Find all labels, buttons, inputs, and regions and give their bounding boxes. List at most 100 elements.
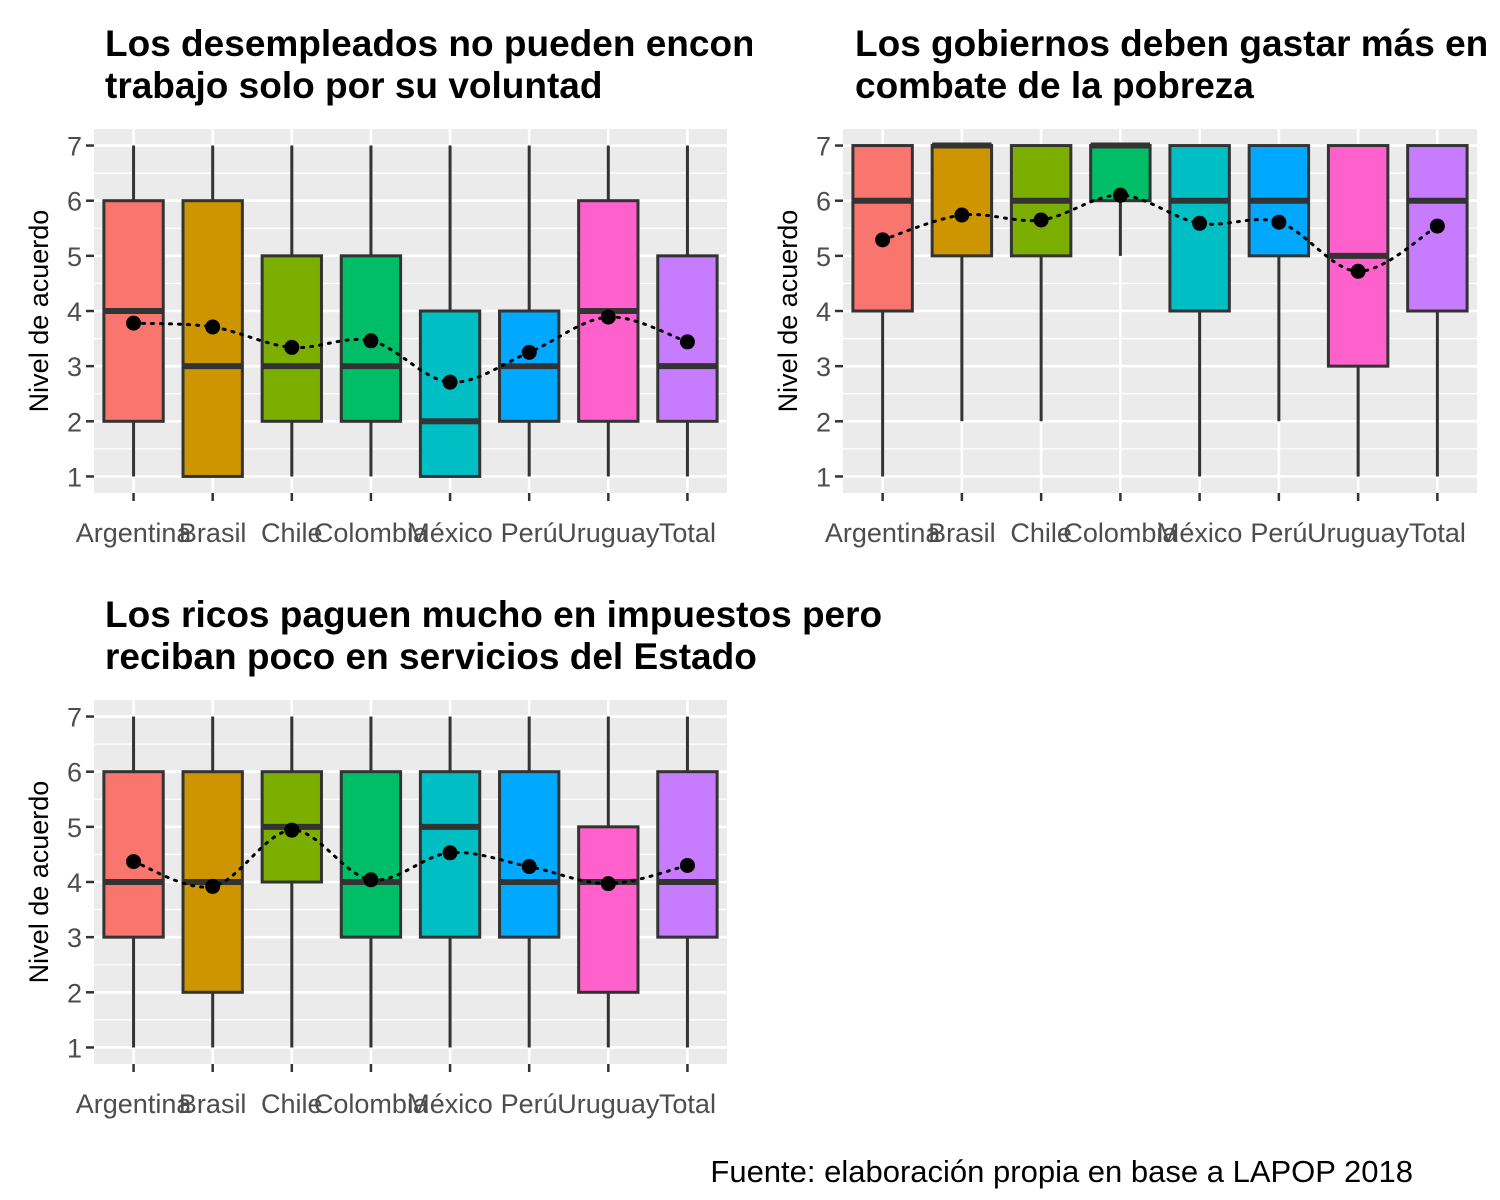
box-body bbox=[260, 254, 323, 423]
x-tick-label-peru: Perú bbox=[1250, 518, 1307, 548]
x-tick-label-uruguay: Uruguay bbox=[557, 518, 660, 548]
box-chile bbox=[260, 145, 323, 477]
x-tick-label-chile: Chile bbox=[261, 1089, 323, 1119]
x-tick-label-chile: Chile bbox=[1010, 518, 1072, 548]
y-tick-label: 6 bbox=[816, 187, 831, 217]
panel-title-line: Los gobiernos deben gastar más en bbox=[855, 23, 1488, 64]
box-brasil bbox=[181, 145, 244, 478]
box-body bbox=[498, 770, 561, 939]
box-peru bbox=[498, 145, 561, 477]
box-chile bbox=[1009, 144, 1073, 422]
x-tick-label-argentina: Argentina bbox=[76, 518, 193, 548]
y-tick-label: 3 bbox=[67, 352, 82, 382]
y-tick-label: 1 bbox=[67, 462, 82, 492]
box-argentina bbox=[102, 145, 165, 477]
y-tick-label: 7 bbox=[67, 132, 82, 162]
mean-point-total bbox=[1429, 218, 1445, 234]
box-body bbox=[418, 309, 482, 478]
mean-point-brasil bbox=[205, 319, 221, 335]
mean-point-uruguay bbox=[600, 309, 616, 325]
mean-line bbox=[132, 828, 689, 889]
box-body bbox=[930, 144, 994, 258]
box-colombia bbox=[339, 716, 403, 1048]
box-uruguay bbox=[1326, 144, 1390, 477]
mean-point-mexico bbox=[442, 374, 458, 390]
y-tick-label: 2 bbox=[816, 407, 831, 437]
y-tick-label: 5 bbox=[816, 242, 831, 272]
mean-point-colombia bbox=[363, 333, 379, 349]
y-axis-title: Nivel de acuerdo bbox=[773, 210, 803, 413]
y-tick-label: 2 bbox=[67, 978, 82, 1008]
x-tick-label-argentina: Argentina bbox=[76, 1089, 193, 1119]
mean-point-colombia bbox=[1112, 187, 1128, 203]
box-body bbox=[577, 825, 640, 994]
y-tick-label: 3 bbox=[816, 352, 831, 382]
x-tick-label-uruguay: Uruguay bbox=[1307, 518, 1410, 548]
box-argentina bbox=[851, 144, 914, 477]
mean-point-argentina bbox=[126, 854, 142, 870]
x-tick-label-colombia: Colombia bbox=[314, 518, 429, 548]
source-caption: Fuente: elaboración propia en base a LAP… bbox=[710, 1154, 1413, 1189]
x-tick-label-mexico: México bbox=[1157, 518, 1243, 548]
mean-point-chile bbox=[1033, 212, 1049, 228]
box-peru bbox=[498, 716, 561, 1048]
box-body bbox=[851, 144, 914, 313]
x-tick-label-brasil: Brasil bbox=[928, 518, 996, 548]
mean-point-chile bbox=[284, 822, 300, 838]
x-tick-label-colombia: Colombia bbox=[1063, 518, 1178, 548]
mean-point-argentina bbox=[875, 232, 891, 248]
y-tick-label: 5 bbox=[67, 813, 82, 843]
box-body bbox=[181, 199, 244, 478]
y-tick-label: 7 bbox=[816, 132, 831, 162]
y-tick-label: 3 bbox=[67, 923, 82, 953]
y-tick-label: 1 bbox=[67, 1033, 82, 1063]
x-tick-label-peru: Perú bbox=[501, 1089, 558, 1119]
mean-line bbox=[881, 193, 1439, 273]
x-tick-label-total: Total bbox=[1409, 518, 1466, 548]
mean-point-peru bbox=[521, 859, 537, 875]
y-tick-label: 6 bbox=[67, 758, 82, 788]
x-tick-label-uruguay: Uruguay bbox=[557, 1089, 660, 1119]
y-axis-title: Nivel de acuerdo bbox=[24, 210, 54, 413]
y-tick-label: 4 bbox=[816, 297, 831, 327]
box-peru bbox=[1247, 144, 1311, 422]
x-tick-label-peru: Perú bbox=[501, 518, 558, 548]
mean-point-argentina bbox=[126, 315, 142, 331]
mean-point-chile bbox=[284, 339, 300, 355]
box-total bbox=[656, 716, 719, 1048]
box-brasil bbox=[930, 142, 994, 422]
y-axis-title: Nivel de acuerdo bbox=[24, 781, 54, 984]
mean-point-peru bbox=[521, 344, 537, 360]
x-tick-label-brasil: Brasil bbox=[179, 1089, 247, 1119]
x-tick-label-total: Total bbox=[659, 518, 716, 548]
panel-title-line: combate de la pobreza bbox=[855, 65, 1254, 106]
y-tick-label: 4 bbox=[67, 868, 82, 898]
mean-point-brasil bbox=[954, 207, 970, 223]
y-tick-label: 1 bbox=[816, 462, 831, 492]
mean-point-brasil bbox=[205, 878, 221, 894]
panel-title-line: Los desempleados no pueden encontrar bbox=[105, 23, 816, 64]
mean-point-uruguay bbox=[600, 876, 616, 892]
mean-point-colombia bbox=[363, 872, 379, 888]
panel-title-line: trabajo solo por su voluntad bbox=[105, 65, 602, 106]
panel-title-line: Los ricos paguen mucho en impuestos pero bbox=[105, 594, 882, 635]
mean-point-uruguay bbox=[1350, 263, 1366, 279]
y-tick-label: 6 bbox=[67, 187, 82, 217]
mean-point-total bbox=[679, 334, 695, 350]
y-tick-label: 5 bbox=[67, 242, 82, 272]
x-tick-label-mexico: México bbox=[407, 1089, 493, 1119]
y-tick-label: 7 bbox=[67, 703, 82, 733]
x-tick-label-colombia: Colombia bbox=[314, 1089, 429, 1119]
panel-title-line: reciban poco en servicios del Estado bbox=[105, 636, 757, 677]
mean-point-mexico bbox=[1192, 215, 1208, 231]
x-tick-label-chile: Chile bbox=[261, 518, 323, 548]
mean-point-mexico bbox=[442, 845, 458, 861]
x-tick-label-argentina: Argentina bbox=[825, 518, 942, 548]
x-tick-label-total: Total bbox=[659, 1089, 716, 1119]
y-tick-label: 2 bbox=[67, 407, 82, 437]
x-tick-label-mexico: México bbox=[407, 518, 493, 548]
box-body bbox=[339, 770, 403, 939]
